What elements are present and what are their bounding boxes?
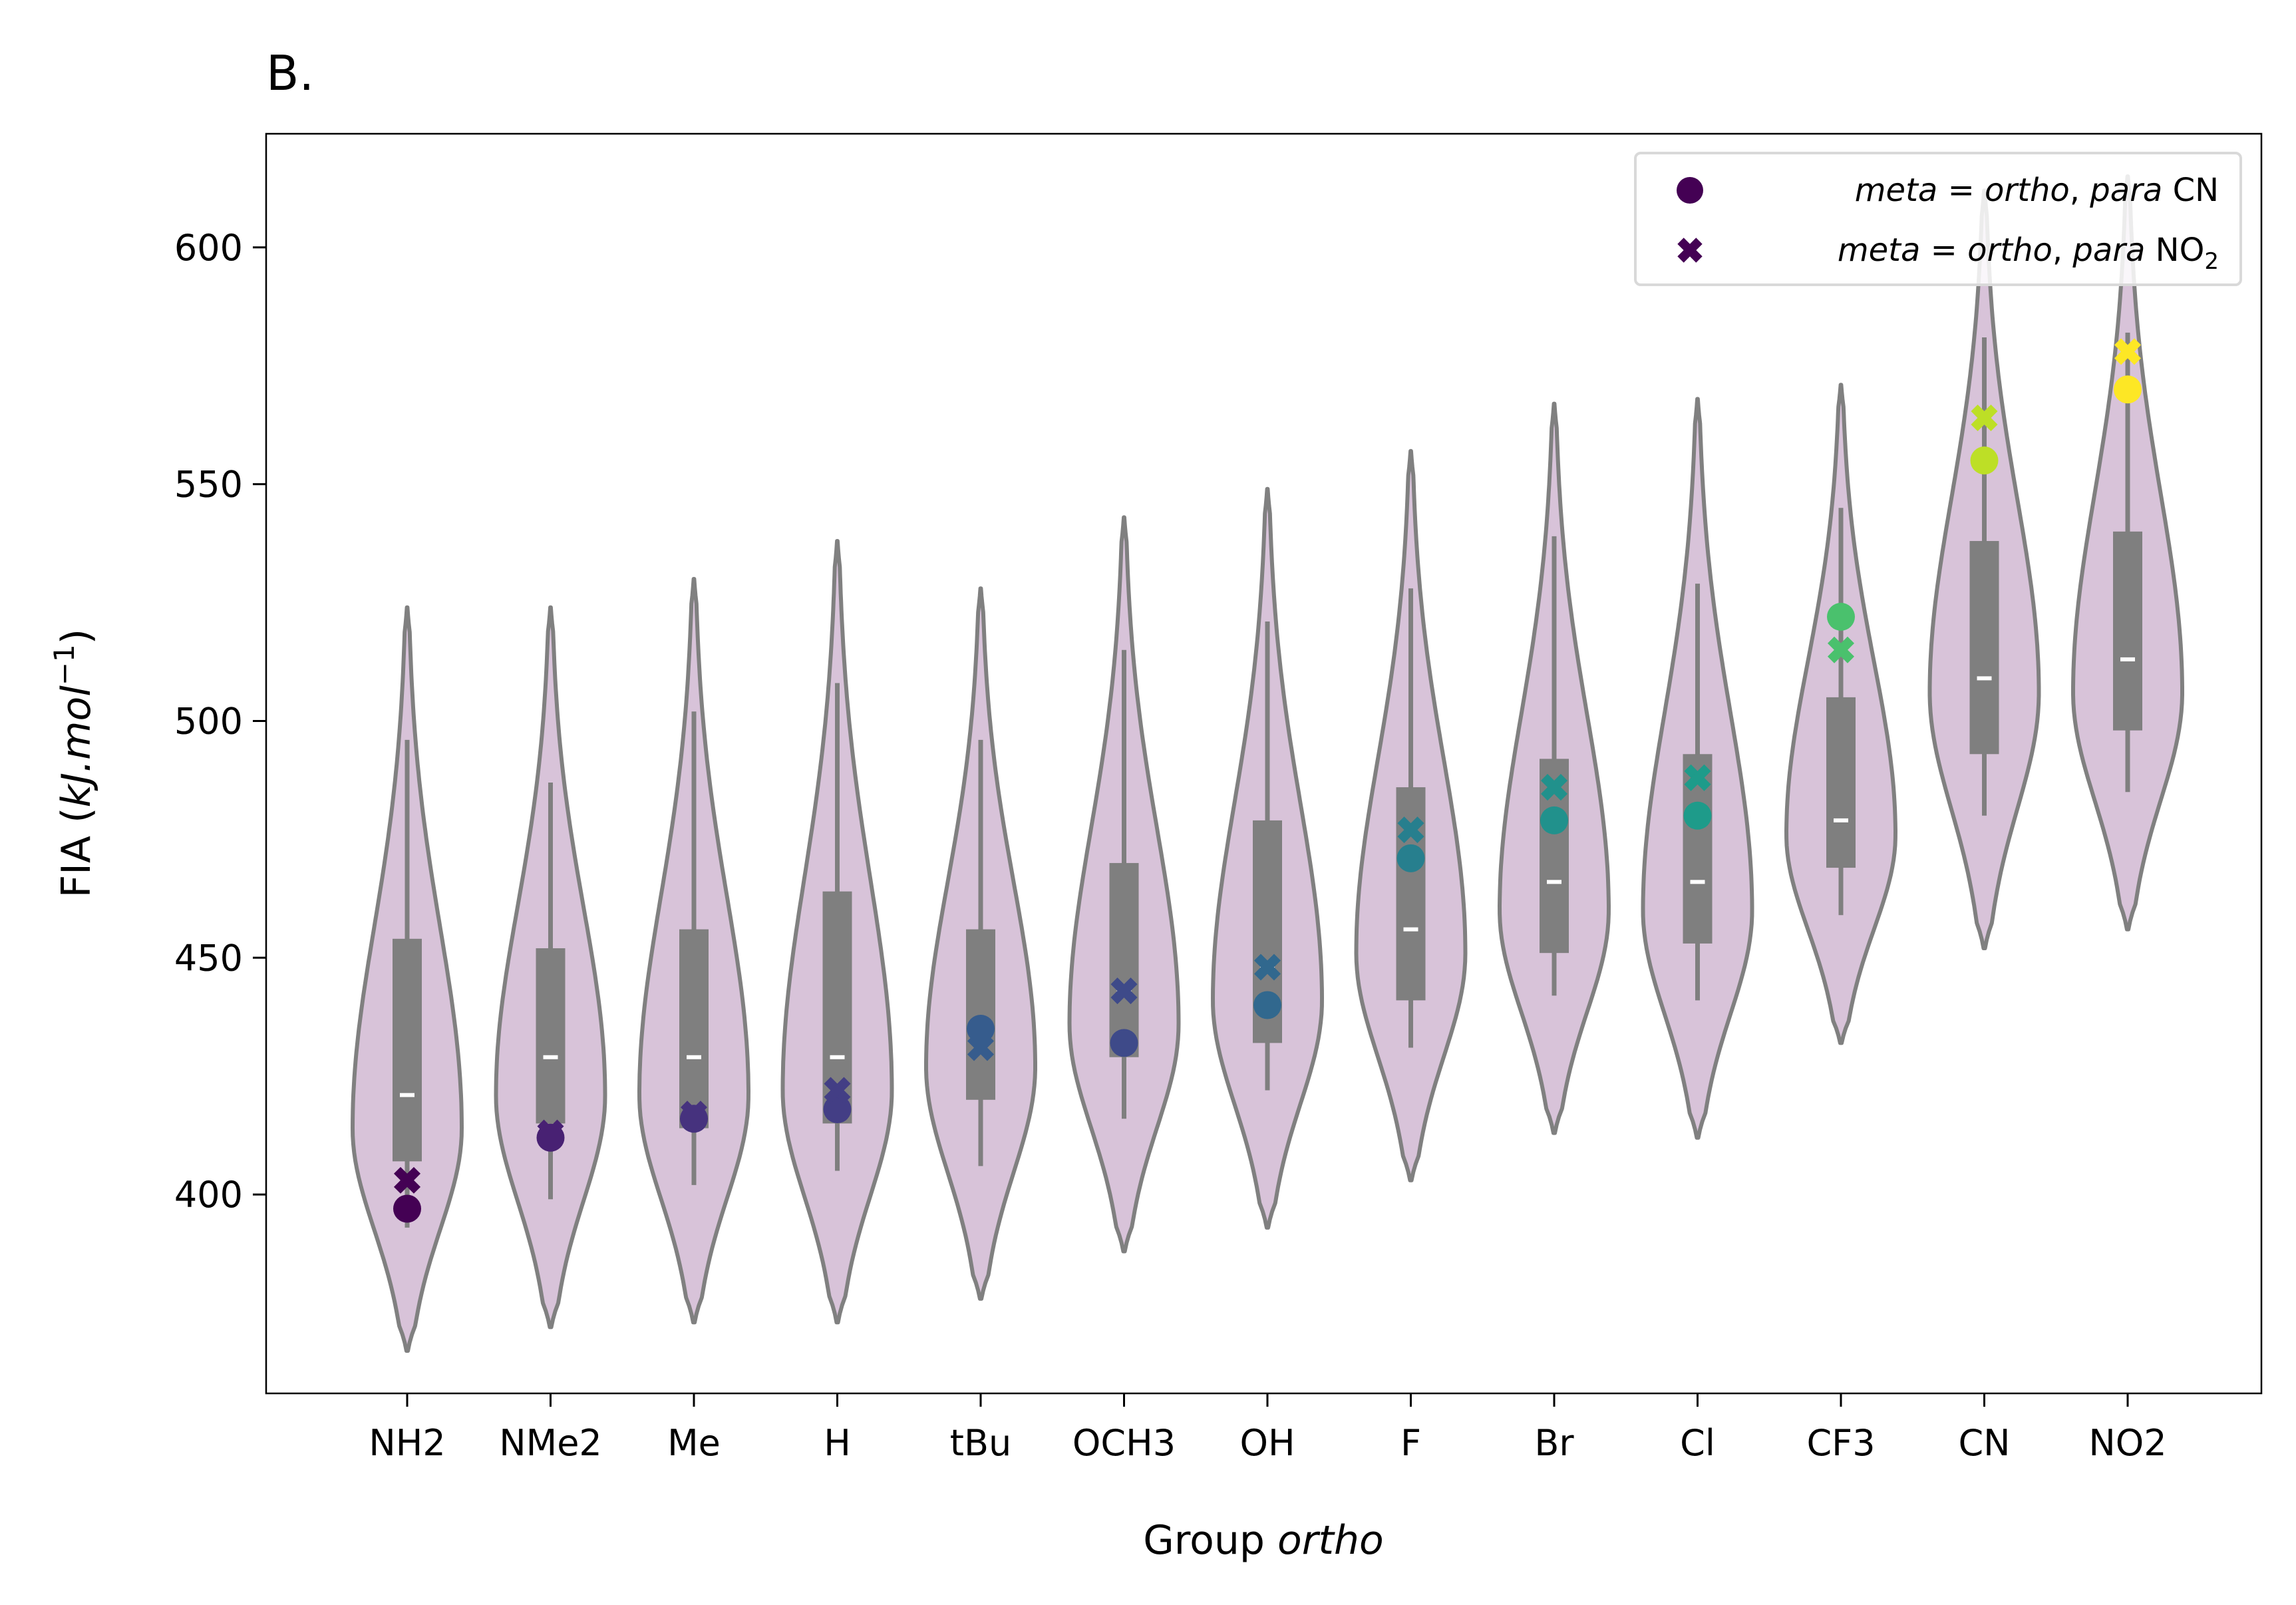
y-axis: 400 450 500 550 600 (174, 227, 266, 1216)
legend-marker-2-b (1677, 238, 1703, 263)
legend: meta = ortho, para CN meta = ortho, para … (1634, 152, 2242, 286)
points-layer (393, 338, 2142, 1223)
point-s2-NO2-b (2114, 338, 2142, 365)
x-tick-label-CF3: CF3 (1806, 1422, 1875, 1464)
point-s2-OH (1253, 954, 1281, 981)
x-tick-label-OH: OH (1239, 1422, 1295, 1464)
box-NH2 (393, 938, 422, 1162)
box-Me (679, 929, 709, 1129)
point-s2-F-b (1397, 816, 1424, 844)
point-s2-OH-b (1253, 954, 1281, 981)
panel-label: B. (266, 45, 314, 101)
point-s2-OCH3-b (1110, 978, 1138, 1005)
x-tick-label-CN: CN (1958, 1422, 2010, 1464)
box-tBu (966, 929, 995, 1100)
point-s2-NMe2-b (537, 1119, 564, 1147)
point-s2-NO2 (2114, 338, 2142, 365)
legend-label-2: meta = ortho, para NO2 (1838, 232, 2219, 275)
point-s2-NMe2 (537, 1119, 564, 1147)
legend-marker-1 (1677, 177, 1703, 204)
x-axis-label: Group ortho (1143, 1517, 1383, 1564)
point-s2-tBu (967, 1034, 995, 1061)
box-CN (1969, 541, 1999, 755)
box-F (1396, 787, 1426, 1001)
point-s2-H-b (824, 1077, 851, 1104)
point-s2-Br-b (1540, 774, 1568, 801)
point-s1-CN (1970, 446, 1999, 475)
point-s1-F (1396, 844, 1425, 872)
point-s2-OCH3 (1110, 978, 1138, 1005)
y-tick-label-500: 500 (174, 700, 243, 742)
point-s1-OCH3 (1110, 1029, 1138, 1057)
y-tick-label-400: 400 (174, 1174, 243, 1216)
x-tick-label-NH2: NH2 (369, 1422, 445, 1464)
x-tick-label-tBu: tBu (950, 1422, 1011, 1464)
violins-layer (351, 174, 2184, 1353)
legend-marker-2 (1677, 238, 1703, 263)
point-s2-H (824, 1077, 851, 1104)
point-s2-Cl (1684, 764, 1711, 791)
x-tick-label-F: F (1400, 1422, 1421, 1464)
box-CF3 (1826, 697, 1856, 868)
point-s2-Br (1540, 774, 1568, 801)
y-tick-label-550: 550 (174, 464, 243, 506)
point-s1-NH2 (393, 1194, 421, 1223)
point-s1-Br (1540, 806, 1568, 834)
x-tick-label-H: H (824, 1422, 851, 1464)
point-s2-Cl-b (1684, 764, 1711, 791)
y-tick-label-600: 600 (174, 227, 243, 269)
point-s2-NH2-b (393, 1166, 421, 1194)
point-s2-CF3 (1827, 636, 1855, 663)
x-tick-label-Br: Br (1534, 1422, 1574, 1464)
x-tick-label-OCH3: OCH3 (1072, 1422, 1176, 1464)
box-NO2 (2113, 531, 2142, 731)
point-s2-F (1397, 816, 1424, 844)
x-tick-label-Cl: Cl (1680, 1422, 1715, 1464)
point-s2-CF3-b (1827, 636, 1855, 663)
legend-box (1634, 152, 2242, 286)
legend-label-1: meta = ortho, para CN (1855, 172, 2219, 209)
point-s1-CF3 (1827, 602, 1855, 631)
point-s1-Cl (1683, 801, 1712, 830)
box-NMe2 (536, 948, 566, 1124)
point-s2-Me (680, 1101, 708, 1128)
point-s2-tBu-b (967, 1034, 995, 1061)
x-tick-label-NO2: NO2 (2088, 1422, 2166, 1464)
box-OCH3 (1109, 862, 1139, 1057)
point-s1-OH (1253, 991, 1281, 1019)
y-tick-label-450: 450 (174, 937, 243, 979)
point-s2-CN (1971, 404, 1998, 432)
point-s2-Me-b (680, 1101, 708, 1128)
x-tick-label-Me: Me (667, 1422, 721, 1464)
x-tick-label-NMe2: NMe2 (499, 1422, 602, 1464)
point-s1-NO2 (2114, 375, 2142, 404)
y-axis-label: FIA (kJ.mol−1) (48, 629, 100, 898)
plot-frame (265, 132, 2263, 1395)
point-s2-NH2 (393, 1166, 421, 1194)
point-s2-CN-b (1971, 404, 1998, 432)
